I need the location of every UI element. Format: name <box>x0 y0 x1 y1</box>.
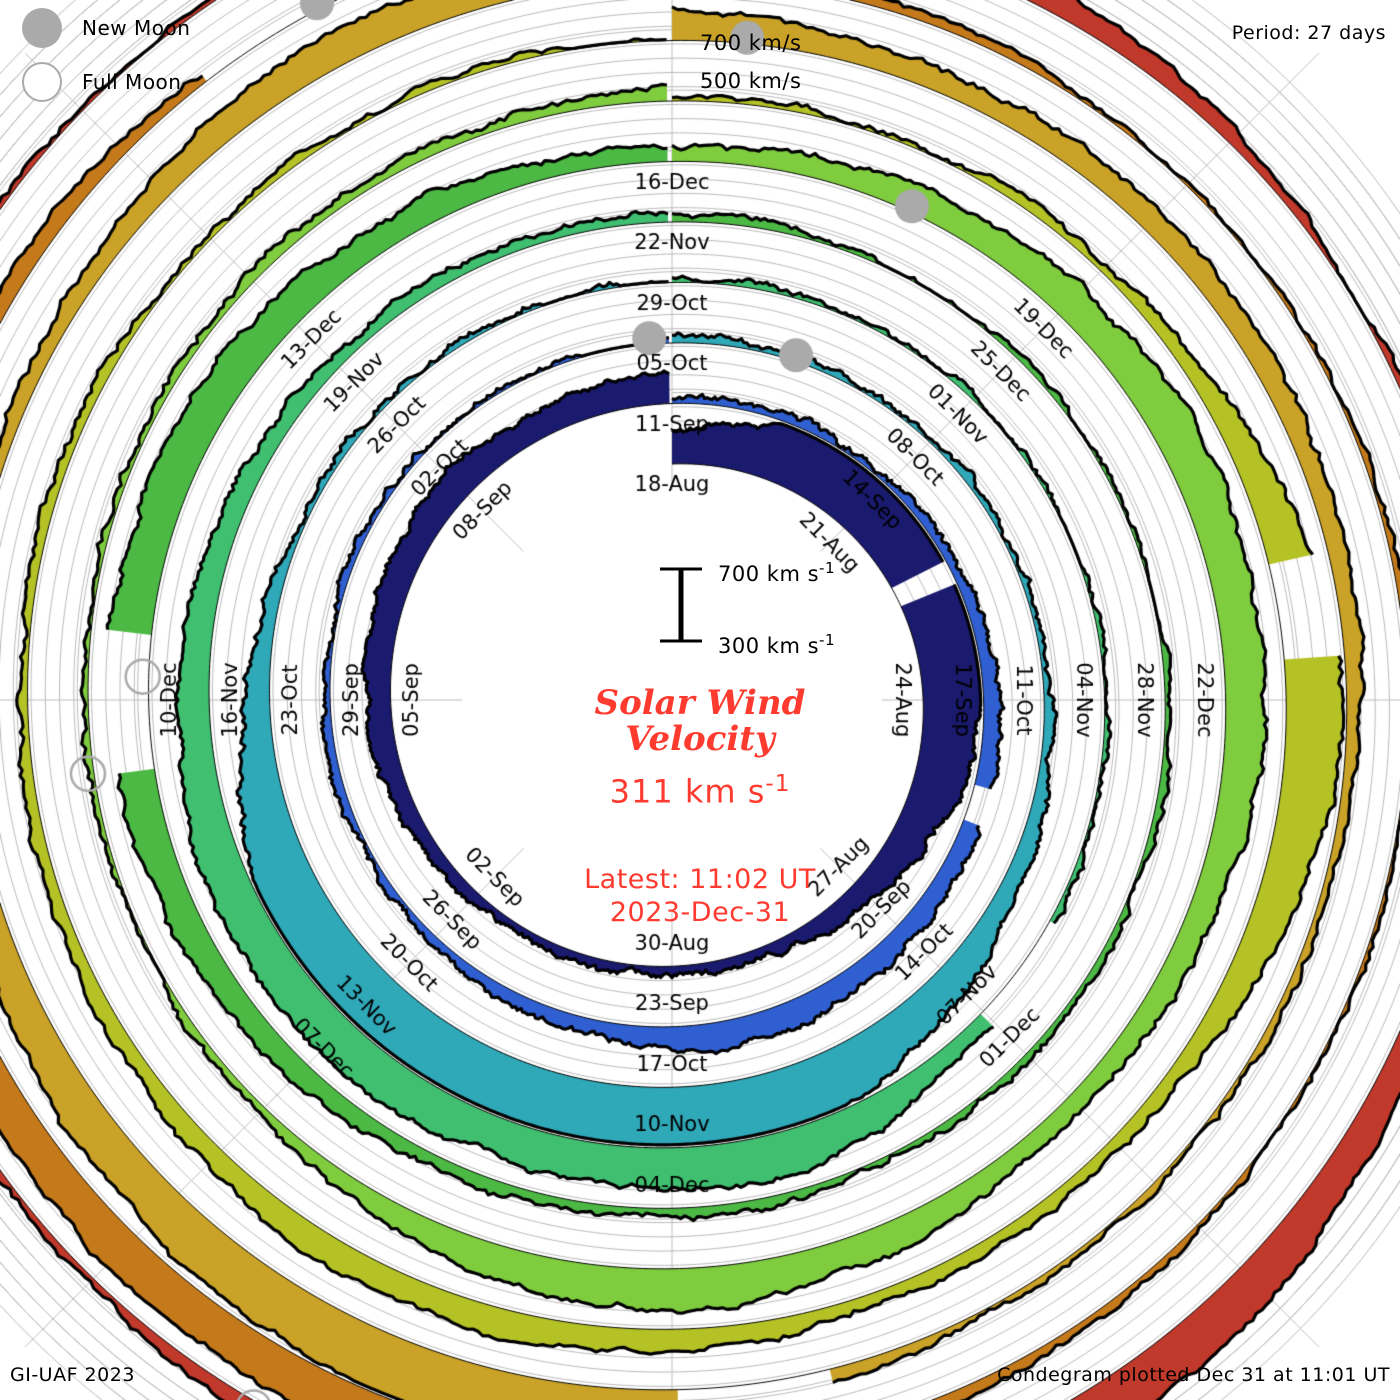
full-moon-icon <box>22 62 62 102</box>
scale-bar-low-label: 300 km s-1 <box>718 631 835 658</box>
scale-bar: 700 km s-1 300 km s-1 <box>0 555 1400 675</box>
plotted-timestamp-label: Condegram plotted Dec 31 at 11:01 UT <box>997 1364 1390 1386</box>
latest-timestamp: Latest: 11:02 UT 2023-Dec-31 <box>0 863 1400 929</box>
scale-bar-icon <box>660 567 702 643</box>
scale-lo-unit: km s <box>766 634 820 658</box>
plot-title-line1: Solar Wind <box>594 683 806 723</box>
legend-item-full-moon: Full Moon <box>22 62 181 102</box>
new-moon-icon <box>22 8 62 48</box>
current-value-exp: -1 <box>765 771 791 797</box>
scale-lo-exp: -1 <box>819 631 836 649</box>
radial-gridline-label-500: 500 km/s <box>700 69 802 93</box>
latest-time: Latest: 11:02 UT <box>584 863 816 895</box>
scale-bar-high-label: 700 km s-1 <box>718 559 835 586</box>
period-label: Period: 27 days <box>1231 22 1386 44</box>
scale-hi-value: 700 <box>718 562 760 586</box>
credit-label: GI-UAF 2023 <box>10 1364 135 1386</box>
center-readout: 700 km s-1 300 km s-1 Solar Wind Velocit… <box>0 555 1400 929</box>
scale-hi-exp: -1 <box>819 559 836 577</box>
plot-title-line2: Velocity <box>625 719 775 759</box>
radial-gridline-label-700: 700 km/s <box>700 31 802 55</box>
current-value-readout: 311 km s-1 <box>0 771 1400 811</box>
legend-label-new-moon: New Moon <box>82 16 191 40</box>
plot-title: Solar Wind Velocity <box>0 685 1400 757</box>
legend-label-full-moon: Full Moon <box>82 70 182 94</box>
scale-hi-unit: km s <box>766 562 820 586</box>
current-value-unit: km s <box>684 772 766 811</box>
scale-lo-value: 300 <box>718 634 760 658</box>
latest-date: 2023-Dec-31 <box>609 896 791 928</box>
current-value-number: 311 <box>609 772 674 811</box>
legend-item-new-moon: New Moon <box>22 8 190 48</box>
